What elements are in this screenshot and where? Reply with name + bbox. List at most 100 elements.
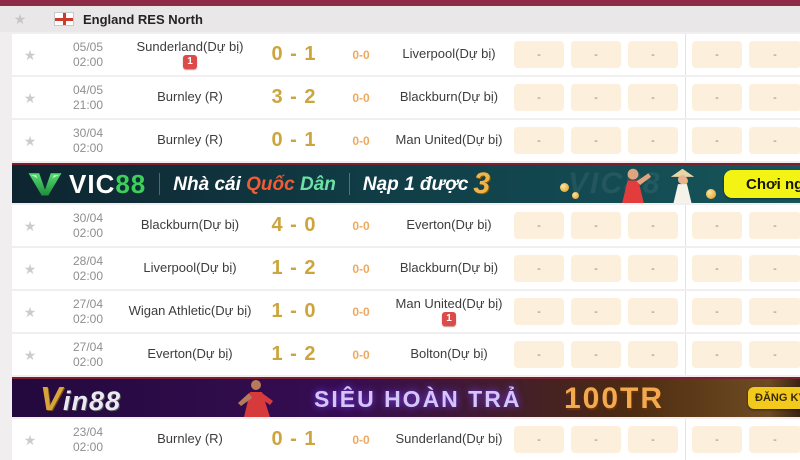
odds-cell[interactable]: - [749,212,800,239]
odds-cells: - - - - - [512,248,800,289]
match-row[interactable]: ★ 30/04 02:00 Burnley (R) 0 - 1 0-0 Man … [12,120,800,161]
full-time-score: 0 - 1 [271,129,317,151]
odds-cell[interactable]: - [749,84,800,111]
odds-cell[interactable]: - [571,127,621,154]
vic88-tagline: Nhà cái Quốc Dân [173,173,336,195]
home-team[interactable]: Sunderland(Dự bị) 1 [128,38,252,70]
home-team-name: Wigan Athletic(Dự bị) [128,303,252,319]
favorite-star-icon[interactable]: ★ [23,431,37,448]
home-team-name: Sunderland(Dự bị) [136,38,244,54]
match-row[interactable]: ★ 27/04 02:00 Everton(Dự bị) 1 - 2 0-0 B… [12,334,800,375]
odds-cell[interactable]: - [628,212,678,239]
odds-cell[interactable]: - [571,298,621,325]
match-time: 02:00 [72,354,104,369]
odds-cell[interactable]: - [571,426,621,453]
match-time: 02:00 [72,311,104,326]
odds-cell[interactable]: - [514,426,564,453]
favorite-star-icon[interactable]: ★ [23,346,37,363]
favorite-star-icon[interactable]: ★ [13,11,27,27]
odds-cell[interactable]: - [628,41,678,68]
favorite-star-icon[interactable]: ★ [23,217,37,234]
match-row[interactable]: ★ 27/04 02:00 Wigan Athletic(Dự bị) 1 - … [12,291,800,332]
match-time: 02:00 [72,439,104,454]
home-team[interactable]: Blackburn(Dự bị) [128,217,252,233]
odds-cell[interactable]: - [571,341,621,368]
match-row[interactable]: ★ 23/04 02:00 Burnley (R) 0 - 1 0-0 Sund… [12,419,800,460]
odds-cell[interactable]: - [692,341,742,368]
match-row[interactable]: ★ 05/05 02:00 Sunderland(Dự bị) 1 0 - 1 … [12,34,800,75]
match-list: ★ 05/05 02:00 Sunderland(Dự bị) 1 0 - 1 … [0,34,800,460]
odds-cell[interactable]: - [692,127,742,154]
away-team[interactable]: Bolton(Dự bị) [386,346,512,362]
away-team[interactable]: Man United(Dự bị) [386,132,512,148]
away-team[interactable]: Blackburn(Dự bị) [386,89,512,105]
home-team[interactable]: Wigan Athletic(Dự bị) [128,303,252,319]
register-button[interactable]: ĐĂNG KÝ + [748,387,800,409]
half-time-score: 0-0 [352,261,370,276]
odds-cell[interactable]: - [692,84,742,111]
home-team[interactable]: Burnley (R) [128,132,252,148]
odds-cell[interactable]: - [571,41,621,68]
match-datetime: 27/04 02:00 [48,340,128,370]
odds-cell[interactable]: - [571,84,621,111]
odds-cell[interactable]: - [749,298,800,325]
favorite-star-icon[interactable]: ★ [23,132,37,149]
odds-cell[interactable]: - [628,298,678,325]
odds-cell[interactable]: - [692,298,742,325]
odds-cell[interactable]: - [571,212,621,239]
banner-divider [348,173,350,195]
odds-cell[interactable]: - [628,341,678,368]
odds-cells: - - - - - [512,291,800,332]
home-team[interactable]: Burnley (R) [128,89,252,105]
odds-cell[interactable]: - [571,255,621,282]
odds-cell[interactable]: - [749,127,800,154]
odds-cell[interactable]: - [514,298,564,325]
odds-group-divider [685,34,686,75]
odds-cell[interactable]: - [628,84,678,111]
odds-cell[interactable]: - [514,341,564,368]
odds-cell[interactable]: - [692,255,742,282]
home-team[interactable]: Burnley (R) [128,431,252,447]
away-team[interactable]: Man United(Dự bị) 1 [386,296,512,327]
odds-cell[interactable]: - [692,41,742,68]
coin-icon [706,189,716,199]
match-group-bottom: ★ 23/04 02:00 Burnley (R) 0 - 1 0-0 Sund… [0,419,800,460]
away-team[interactable]: Sunderland(Dự bị) [386,431,512,447]
league-title[interactable]: England RES North [83,11,203,27]
odds-cell[interactable]: - [749,341,800,368]
odds-cell[interactable]: - [628,255,678,282]
match-datetime: 30/04 02:00 [48,126,128,156]
match-row[interactable]: ★ 28/04 02:00 Liverpool(Dự bị) 1 - 2 0-0… [12,248,800,289]
vin88-ad-banner[interactable]: Vin88 SIÊU HOÀN TRẢ 100TR ĐĂNG KÝ + [12,377,800,417]
favorite-star-icon[interactable]: ★ [23,303,37,320]
odds-cell[interactable]: - [628,127,678,154]
odds-cell[interactable]: - [628,426,678,453]
play-now-button[interactable]: Chơi ngay [724,170,800,198]
odds-cell[interactable]: - [514,41,564,68]
match-time: 02:00 [72,225,104,240]
home-team[interactable]: Liverpool(Dự bị) [128,260,252,276]
match-row[interactable]: ★ 30/04 02:00 Blackburn(Dự bị) 4 - 0 0-0… [12,205,800,246]
favorite-star-icon[interactable]: ★ [23,260,37,277]
odds-cell[interactable]: - [749,426,800,453]
odds-cell[interactable]: - [514,84,564,111]
match-row[interactable]: ★ 04/05 21:00 Burnley (R) 3 - 2 0-0 Blac… [12,77,800,118]
away-team[interactable]: Blackburn(Dự bị) [386,260,512,276]
odds-cell[interactable]: - [514,212,564,239]
odds-cell[interactable]: - [692,212,742,239]
vin88-brand-text: Vin88 [40,380,122,417]
favorite-star-icon[interactable]: ★ [23,89,37,106]
vic88-brand-text: VIC88 [69,169,147,199]
home-team[interactable]: Everton(Dự bị) [128,346,252,362]
away-team-name: Bolton(Dự bị) [410,346,488,362]
odds-cell[interactable]: - [749,41,800,68]
odds-cell[interactable]: - [514,127,564,154]
odds-cell[interactable]: - [692,426,742,453]
vic88-ad-banner[interactable]: VIC88 Nhà cái Quốc Dân Nạp 1 được 3 VIC8… [12,163,800,203]
full-time-score: 1 - 0 [271,300,317,322]
favorite-star-icon[interactable]: ★ [23,46,37,63]
odds-cell[interactable]: - [749,255,800,282]
away-team[interactable]: Liverpool(Dự bị) [386,46,512,62]
away-team[interactable]: Everton(Dự bị) [386,217,512,233]
odds-cell[interactable]: - [514,255,564,282]
